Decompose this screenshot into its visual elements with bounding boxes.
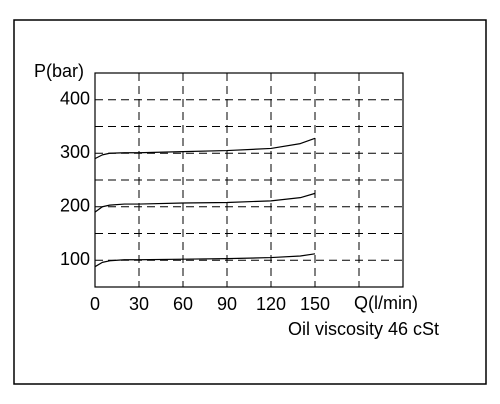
y-tick-label: 200 — [60, 196, 90, 216]
x-tick-label: 60 — [173, 294, 193, 314]
curve — [94, 192, 316, 213]
x-axis-label: Q(l/min) — [354, 293, 418, 313]
plot-border — [94, 72, 404, 288]
y-tick-label: 100 — [60, 249, 90, 269]
x-tick-label: 120 — [256, 294, 286, 314]
x-tick-label: 30 — [129, 294, 149, 314]
y-tick-label: 400 — [60, 89, 90, 109]
y-axis-label: P(bar) — [34, 61, 84, 81]
x-tick-label: 150 — [300, 294, 330, 314]
curve — [94, 137, 316, 160]
frame — [13, 19, 487, 385]
annotation: Oil viscosity 46 cSt — [288, 319, 439, 339]
y-tick-label: 300 — [60, 142, 90, 162]
x-tick-label: 0 — [90, 294, 100, 314]
curve — [94, 253, 316, 268]
x-tick-label: 90 — [217, 294, 237, 314]
